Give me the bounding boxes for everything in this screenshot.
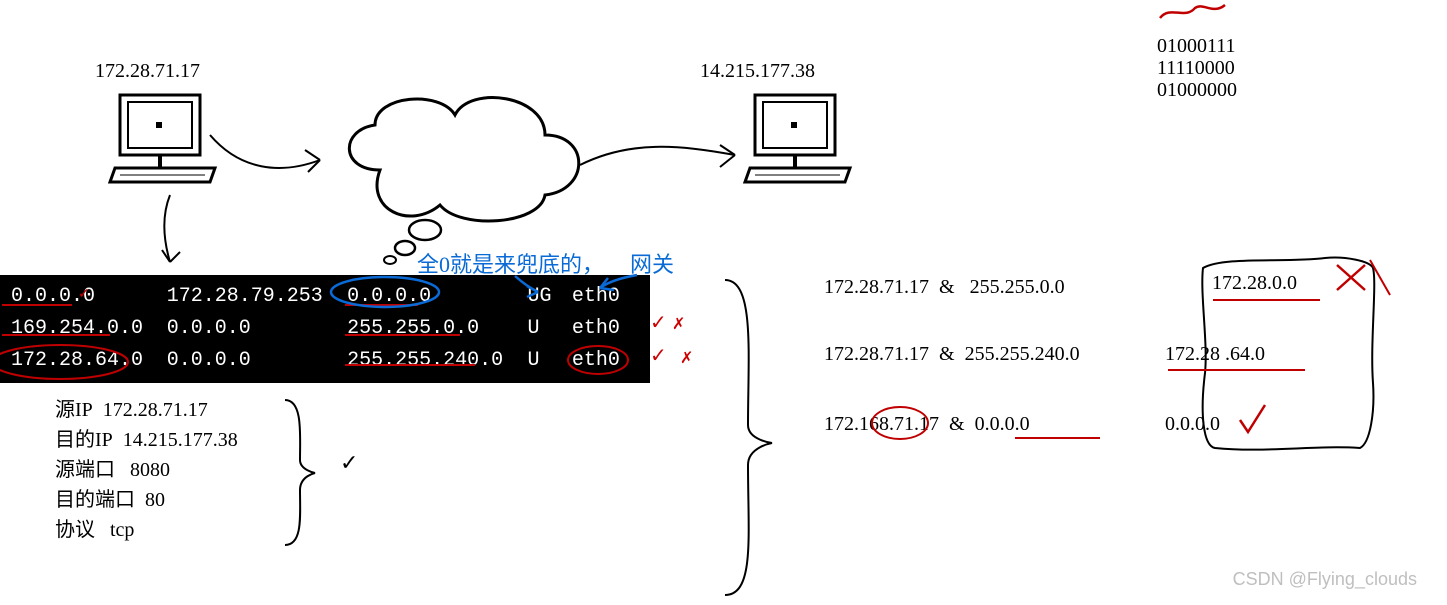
- packet-row: 目的IP 14.215.177.38: [55, 425, 238, 455]
- field-value: 8080: [130, 459, 170, 481]
- binary-line: 11110000: [1157, 57, 1237, 79]
- packet-row: 协议 tcp: [55, 515, 238, 545]
- field-value: tcp: [110, 519, 134, 541]
- arrow-right: [570, 125, 750, 185]
- packet-row: 目的端口 80: [55, 485, 238, 515]
- big-brace-icon: [710, 275, 790, 605]
- field-label: 源端口: [55, 459, 115, 481]
- field-label: 协议: [55, 519, 95, 541]
- packet-info: 源IP 172.28.71.17 目的IP 14.215.177.38 源端口 …: [55, 395, 238, 545]
- tick-icon: ✓: [340, 450, 358, 476]
- brace-icon: [275, 395, 335, 555]
- dst-computer-label: 14.215.177.38: [700, 60, 815, 83]
- field-label: 源IP: [55, 399, 93, 421]
- src-computer-label: 172.28.71.17: [95, 60, 200, 83]
- binary-line: 01000000: [1157, 79, 1237, 101]
- binary-block: 01000111 11110000 01000000: [1157, 35, 1237, 101]
- arrow-down: [140, 190, 200, 275]
- field-label: 目的端口: [55, 489, 135, 511]
- packet-row: 源端口 8080: [55, 455, 238, 485]
- scribble-icon: [1155, 0, 1235, 30]
- field-label: 目的IP: [55, 429, 113, 451]
- arrow-left: [200, 120, 340, 200]
- binary-line: 01000111: [1157, 35, 1237, 57]
- watermark: CSDN @Flying_clouds: [1233, 569, 1417, 590]
- field-value: 14.215.177.38: [123, 429, 238, 451]
- packet-row: 源IP 172.28.71.17: [55, 395, 238, 425]
- routing-overlay: [0, 270, 700, 390]
- calc-overlay: [820, 260, 1420, 470]
- computer-icon: [745, 90, 865, 200]
- field-value: 172.28.71.17: [103, 399, 208, 421]
- cloud-icon: [320, 90, 600, 260]
- field-value: 80: [145, 489, 165, 511]
